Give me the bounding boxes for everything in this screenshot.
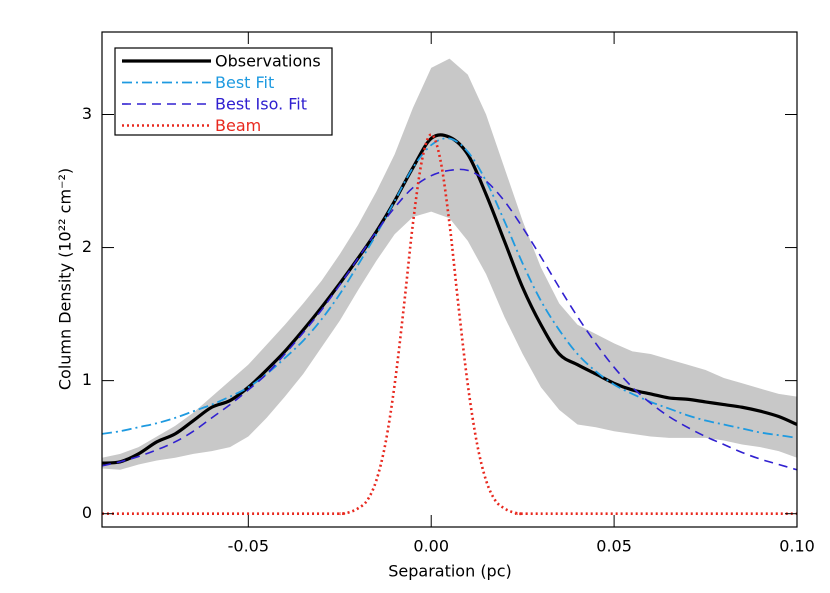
legend-label: Best Iso. Fit [215, 95, 307, 114]
x-tick-label: 0.00 [413, 537, 449, 556]
x-tick-label: 0.05 [596, 537, 632, 556]
x-tick-label: -0.05 [228, 537, 269, 556]
x-axis-title: Separation (pc) [388, 562, 512, 581]
y-tick-label: 3 [82, 104, 92, 123]
series-line [102, 137, 797, 439]
legend-label: Observations [215, 52, 321, 71]
plot-frame [101, 31, 798, 528]
series-line [102, 133, 797, 465]
y-tick-label: 0 [82, 503, 92, 522]
y-axis-title: Column Density (10²² cm⁻²) [56, 168, 75, 390]
legend-label: Beam [215, 116, 261, 135]
y-tick-label: 1 [82, 370, 92, 389]
legend-label: Best Fit [215, 73, 274, 92]
series-line [102, 168, 797, 471]
x-tick-label: 0.10 [779, 537, 815, 556]
series-line [102, 133, 797, 516]
y-tick-label: 2 [82, 237, 92, 256]
